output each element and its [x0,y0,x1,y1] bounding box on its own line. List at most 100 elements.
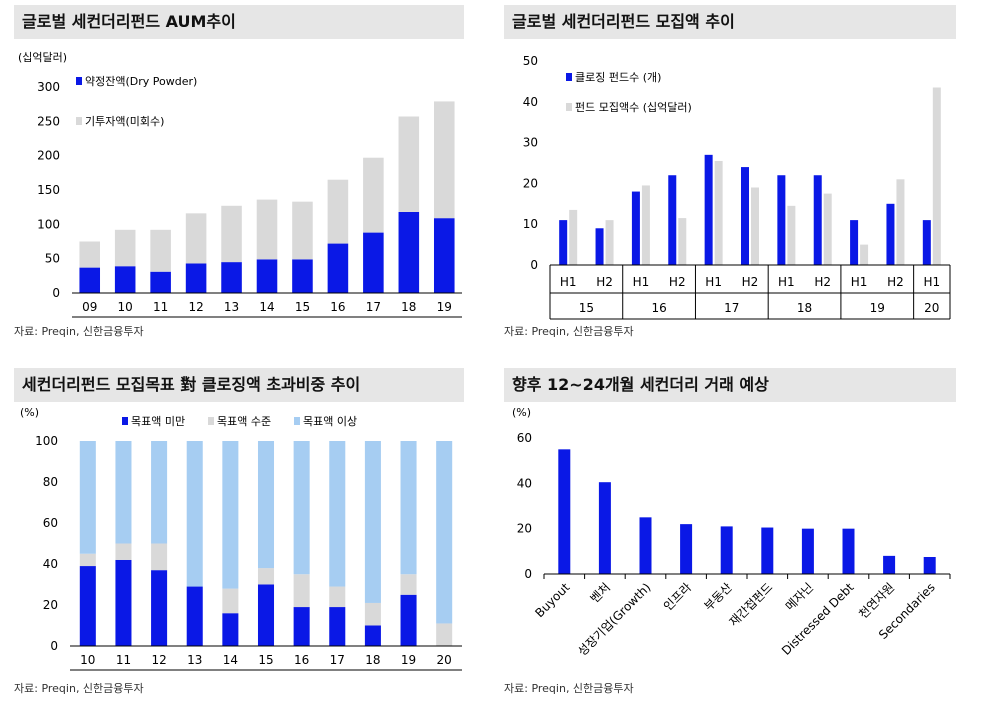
bar-segment [185,213,207,264]
x-tick-label: 09 [82,300,97,314]
y-tick-label: 100 [35,434,58,448]
bar-segment [400,574,417,595]
bar-segment [150,229,171,272]
legend-swatch [294,417,300,425]
legend-swatch [76,117,82,125]
bar-segment [364,441,381,603]
bar [720,526,733,574]
panel-outlook: 향후 12~24개월 세컨더리 거래 예상 (%) 0 20 40 60 Buyout 벤처… [504,368,956,700]
x-tick-label: H2 [669,275,686,289]
bar-segment [151,543,168,571]
bar [678,218,687,265]
bar-segment [257,584,275,646]
bar-segment [256,259,278,293]
x-tick-label: 20 [437,653,452,667]
legend-label: 펀드 모집액수 (십억달러) [575,101,692,114]
x-tick-label: 재간접펀드 [726,580,775,629]
x-tick-label: H1 [560,275,577,289]
bar-segment [329,586,346,608]
bar-segment [436,623,453,646]
legend-label: 목표액 수준 [217,415,271,428]
bar-segment [79,441,96,554]
bar [860,244,869,265]
group-label: 16 [651,301,666,315]
x-tick-label: 13 [224,300,239,314]
x-tick-label: H1 [923,275,940,289]
x-tick-label: H2 [596,275,613,289]
bar [598,482,611,574]
group-label: 19 [870,301,885,315]
bar-segment [115,543,132,560]
bar [787,205,796,265]
bar-segment [329,607,346,646]
y-tick-label: 150 [37,183,60,197]
y-tick-label: 60 [517,431,532,445]
source-note: 자료: Preqin, 신한금융투자 [14,325,144,338]
chart-title: 향후 12~24개월 세컨더리 거래 예상 [504,368,956,402]
bar [668,175,677,265]
bar-segment [115,441,132,544]
bar-segment [398,211,420,293]
bar [595,228,604,265]
y-tick-label: 0 [524,567,532,581]
bar [680,524,693,574]
y-tick-label: 40 [517,476,532,490]
bar-segment [222,588,239,614]
legend-swatch [208,417,214,425]
group-label: 20 [924,301,939,315]
bar-segment [293,607,310,646]
legend-label: 클로징 펀드수 (개) [575,71,661,84]
bar [922,220,931,265]
group-label: 18 [797,301,812,315]
x-tick-label: 11 [116,653,131,667]
bar-segment [257,441,275,569]
x-tick-label: 12 [151,653,166,667]
y-tick-label: 10 [523,217,538,231]
chart-title: 글로벌 세컨더리펀드 모집액 추이 [504,5,956,39]
y-tick-label: 80 [43,475,58,489]
bar-segment [363,232,384,293]
y-tick-label: 250 [37,114,60,128]
x-tick-label: H1 [778,275,795,289]
y-tick-label: 0 [530,258,538,272]
x-tick-label: 14 [223,653,238,667]
bar [896,179,905,265]
bar-segment [292,259,313,293]
x-tick-label: 16 [330,300,345,314]
bar [850,220,859,265]
bar-segment [79,241,101,268]
bar [923,557,936,574]
y-unit-label: (%) [20,406,39,419]
x-tick-label: H1 [633,275,650,289]
y-tick-label: 0 [50,639,58,653]
x-tick-label: 천연자원 [855,580,897,622]
bar-segment [185,263,207,293]
bar-segment [433,218,455,293]
bar-segment [222,441,239,589]
bar [842,528,855,574]
group-label: 17 [724,301,739,315]
bar-segment [222,613,239,646]
y-unit-label: (십억달러) [18,51,67,64]
bar [751,187,759,265]
y-tick-label: 20 [523,176,538,190]
legend-swatch [122,417,128,425]
y-tick-label: 20 [517,522,532,536]
legend-label: 목표액 미만 [131,415,185,428]
x-tick-label: 14 [259,300,274,314]
y-tick-label: 30 [523,136,538,150]
bar-segment [79,566,96,646]
bar [761,527,774,574]
x-tick-label: 10 [80,653,95,667]
legend-swatch [566,103,572,111]
bar [777,175,786,265]
x-tick-label: 11 [153,300,168,314]
bar-segment [257,568,275,585]
legend-swatch [566,73,572,81]
panel-fundraising: 글로벌 세컨더리펀드 모집액 추이 0 10 20 30 40 50 H1 H2 H1 H2 H1 H… [504,5,956,345]
x-tick-label: 성장기업(Growth) [575,580,653,658]
bar-segment [364,602,381,626]
x-tick-label: 15 [295,300,310,314]
bar [883,555,896,574]
